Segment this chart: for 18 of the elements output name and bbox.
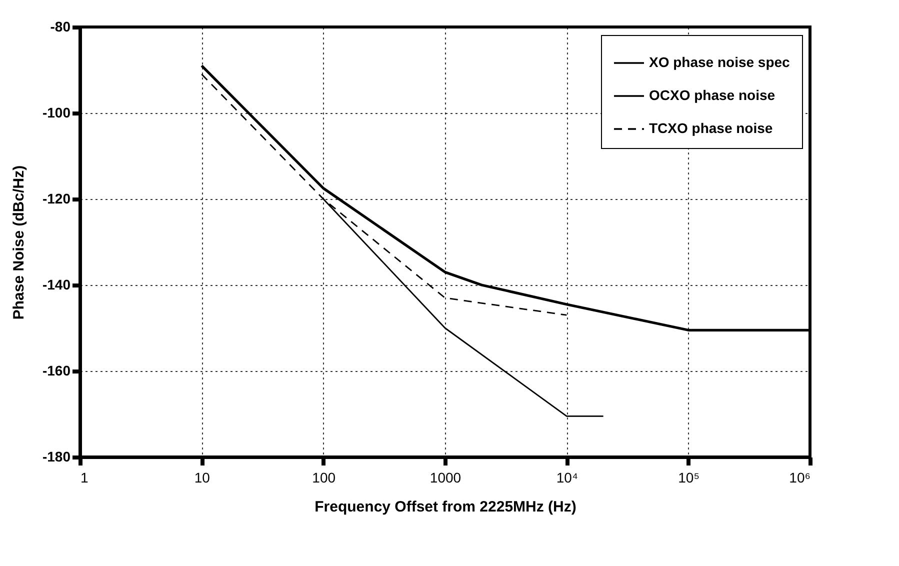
x-tick-label: 10⁴	[556, 470, 578, 486]
y-tick-label: -160	[42, 362, 71, 378]
x-tick-label: 10⁵	[678, 470, 700, 486]
x-axis-title: Frequency Offset from 2225MHz (Hz)	[314, 498, 576, 516]
y-tick-label: -100	[42, 104, 71, 120]
legend-label: OCXO phase noise	[649, 87, 776, 103]
x-tick-label: 10	[194, 470, 210, 486]
x-tick-label: 10⁶	[789, 470, 810, 486]
x-tick-label: 100	[312, 470, 336, 486]
x-tick-label: 1000	[430, 470, 462, 486]
y-tick-label: -180	[42, 448, 71, 464]
x-tick-label: 1	[80, 470, 88, 486]
legend-label: XO phase noise spec	[649, 54, 790, 70]
y-tick-label: -140	[42, 276, 71, 292]
y-tick-label: -80	[50, 18, 71, 34]
legend-label: TCXO phase noise	[649, 120, 773, 136]
y-axis-title: Phase Noise (dBc/Hz)	[10, 165, 28, 320]
y-tick-label: -120	[42, 190, 71, 206]
